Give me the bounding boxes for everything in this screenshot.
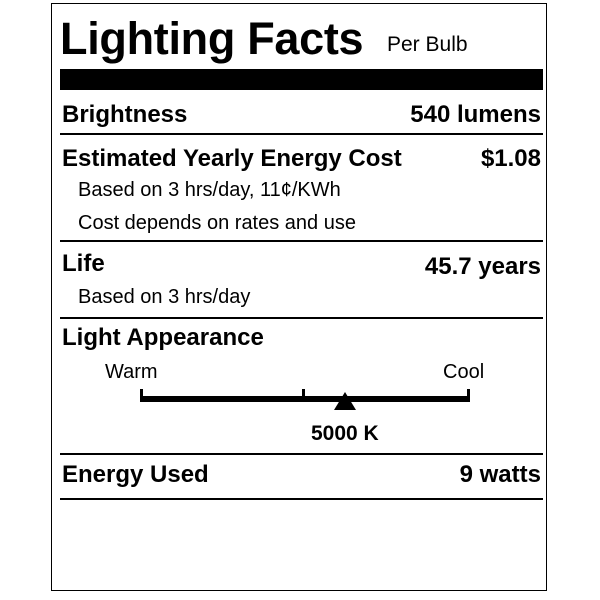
label-subtitle: Per Bulb bbox=[387, 33, 468, 56]
divider bbox=[60, 317, 543, 319]
energy-cost-note: Cost depends on rates and use bbox=[78, 212, 356, 234]
energy-cost-label: Estimated Yearly Energy Cost bbox=[62, 145, 402, 172]
energy-cost-note: Based on 3 hrs/day, 11¢/KWh bbox=[78, 179, 341, 201]
light-appearance-label: Light Appearance bbox=[62, 324, 264, 351]
cool-label: Cool bbox=[443, 361, 485, 383]
divider bbox=[60, 498, 543, 500]
brightness-label: Brightness bbox=[62, 101, 188, 128]
temperature-marker-icon bbox=[333, 392, 356, 410]
scale-tick bbox=[302, 389, 305, 402]
energy-used-label: Energy Used bbox=[62, 461, 209, 488]
divider bbox=[60, 240, 543, 242]
title-divider-bar bbox=[60, 69, 543, 90]
energy-cost-value: $1.08 bbox=[480, 145, 541, 172]
scale-tick bbox=[140, 389, 143, 402]
life-value: 45.7 years bbox=[424, 253, 541, 280]
divider bbox=[60, 453, 543, 455]
brightness-value: 540 lumens bbox=[410, 101, 541, 128]
color-temperature-value: 5000 K bbox=[311, 422, 379, 445]
label-title: Lighting Facts bbox=[60, 13, 364, 64]
divider bbox=[60, 133, 543, 135]
life-label: Life bbox=[62, 250, 105, 277]
life-note: Based on 3 hrs/day bbox=[78, 286, 251, 308]
energy-used-value: 9 watts bbox=[459, 461, 541, 488]
color-temperature-scale bbox=[140, 389, 470, 410]
lighting-facts-label: Lighting Facts Per Bulb Brightness 540 l… bbox=[51, 3, 547, 591]
warm-label: Warm bbox=[105, 361, 158, 383]
scale-tick bbox=[467, 389, 470, 402]
